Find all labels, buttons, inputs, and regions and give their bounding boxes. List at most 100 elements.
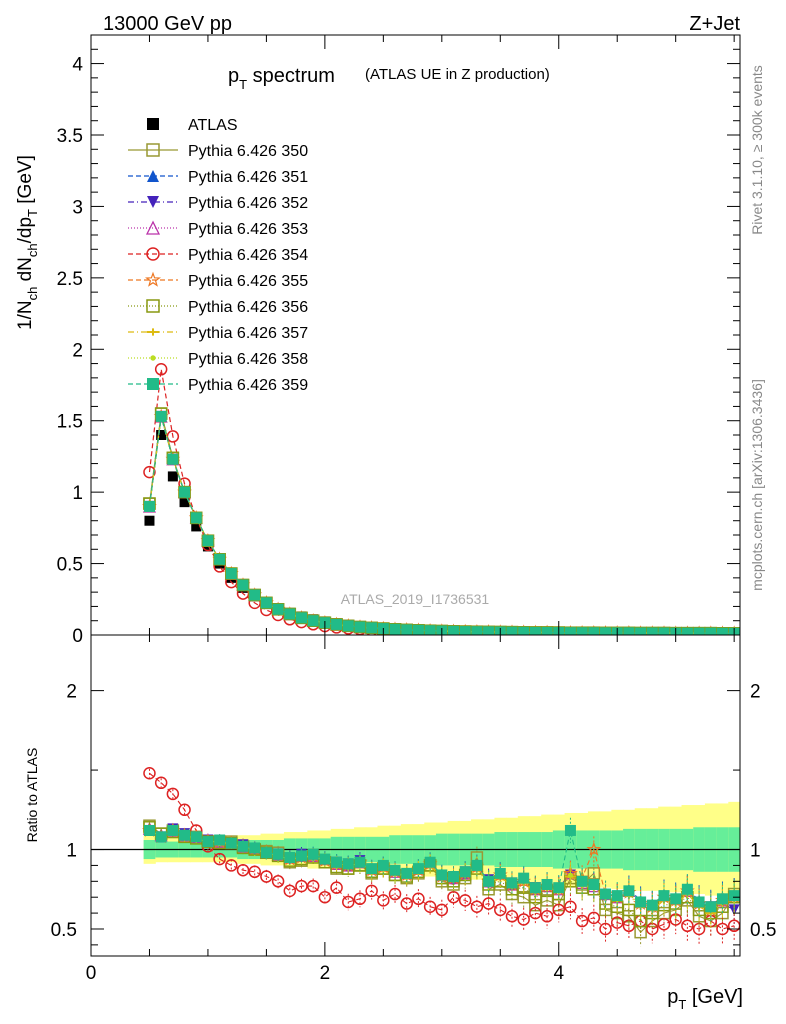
ratio-point [179, 829, 191, 841]
x-tick-label: 2 [320, 963, 331, 984]
ratio-data-layer [91, 767, 740, 947]
ratio-point [576, 875, 588, 887]
data-point [331, 618, 343, 630]
ratio-point [529, 882, 541, 894]
ratio-point [400, 897, 413, 910]
header-right: Z+Jet [689, 13, 740, 35]
ratio-point [377, 894, 390, 907]
ratio-point [529, 906, 542, 920]
ratio-point [318, 890, 332, 904]
data-point [576, 627, 588, 635]
data-point [143, 465, 156, 479]
legend-entry: Pythia 6.426 350 [128, 143, 308, 160]
data-point [354, 621, 366, 633]
ratio-point [365, 884, 378, 898]
data-point [588, 627, 600, 635]
data-point [237, 579, 249, 591]
data-point [191, 521, 202, 532]
ratio-point [494, 903, 507, 917]
data-point [366, 622, 378, 634]
legend-entry: ATLAS [147, 117, 238, 134]
ratio-point [342, 895, 355, 909]
ratio-point [658, 890, 670, 902]
data-point [143, 500, 155, 512]
ratio-point [401, 867, 413, 879]
data-point [179, 497, 190, 508]
ratio-point [388, 887, 402, 901]
legend-label: Pythia 6.426 350 [188, 143, 308, 160]
legend-marker [147, 118, 159, 130]
ratio-y-tick-label-left: 1 [66, 841, 77, 862]
ratio-point [342, 858, 354, 870]
legend-label: Pythia 6.426 352 [188, 195, 308, 212]
data-point [202, 535, 214, 547]
data-point [635, 627, 647, 635]
ratio-point [458, 894, 472, 907]
y-tick-label: 1 [72, 483, 83, 504]
legend-label: Pythia 6.426 354 [188, 247, 308, 264]
ratio-point [389, 864, 401, 876]
ratio-point [459, 866, 471, 878]
legend-label: Pythia 6.426 356 [188, 299, 308, 316]
ratio-point [567, 872, 573, 878]
ratio-point [553, 882, 565, 894]
ratio-point [494, 867, 506, 879]
rivet-version-label: Rivet 3.1.10, ≥ 300k events [749, 65, 765, 235]
ratio-point [599, 922, 612, 936]
x-tick-label: 4 [553, 963, 564, 984]
ratio-y-tick-label-left: 2 [66, 682, 77, 703]
ratio-point [611, 890, 623, 902]
ratio-axes: 0.5 0.5 1 1 2 2 0 2 4 [51, 635, 776, 984]
ratio-point [588, 878, 600, 890]
y-tick-label: 0.5 [57, 555, 83, 576]
data-point [424, 625, 436, 635]
ratio-point [586, 841, 602, 856]
data-point [144, 515, 155, 526]
ratio-point [517, 913, 530, 926]
ratio-point [272, 848, 284, 860]
y-tick-label: 3 [72, 197, 83, 218]
legend-entry: Pythia 6.426 358 [128, 351, 308, 368]
ratio-point [728, 890, 740, 902]
data-point [564, 627, 576, 635]
ratio-point [236, 863, 250, 877]
ratio-point [483, 875, 495, 887]
ratio-point [366, 863, 378, 875]
ratio-point [260, 870, 273, 883]
ratio-point [353, 892, 367, 906]
ratio-point [377, 859, 389, 871]
ratio-point [506, 877, 518, 889]
ratio-y-tick-label-right: 2 [750, 682, 761, 703]
ratio-point [424, 856, 436, 868]
legend-label: Pythia 6.426 355 [188, 273, 308, 290]
ratio-point [435, 903, 449, 917]
legend-marker [147, 328, 159, 336]
legend-marker [146, 247, 160, 261]
ratio-point [319, 853, 331, 865]
ratio-point [635, 896, 647, 908]
ratio-point [225, 837, 237, 849]
data-point [658, 627, 670, 635]
ratio-point [166, 787, 180, 801]
data-point [342, 620, 354, 632]
data-point [705, 627, 717, 635]
data-point [506, 626, 518, 635]
main-panel: 0 0.5 1 1.5 2 2.5 3 3.5 4 [57, 34, 741, 647]
data-point [307, 615, 319, 627]
data-point [260, 597, 272, 609]
legend-marker [147, 170, 159, 182]
legend-entry: Pythia 6.426 352 [128, 195, 308, 212]
ratio-point [575, 914, 589, 928]
data-point [483, 626, 495, 635]
y-tick-label: 2.5 [57, 269, 83, 290]
data-point [693, 627, 705, 635]
ratio-point [237, 840, 249, 852]
data-point [249, 589, 261, 601]
ratio-point [587, 911, 601, 925]
data-point [623, 627, 635, 635]
ratio-y-tick-label-right: 1 [750, 841, 761, 862]
legend: ATLAS Pythia 6.426 350 Pythia 6.426 351 Pyt… [128, 117, 308, 394]
ratio-point [552, 903, 565, 917]
legend-entry: Pythia 6.426 357 [128, 325, 308, 342]
mcplots-label: mcplots.cern.ch [arXiv:1306.3436] [749, 379, 765, 591]
